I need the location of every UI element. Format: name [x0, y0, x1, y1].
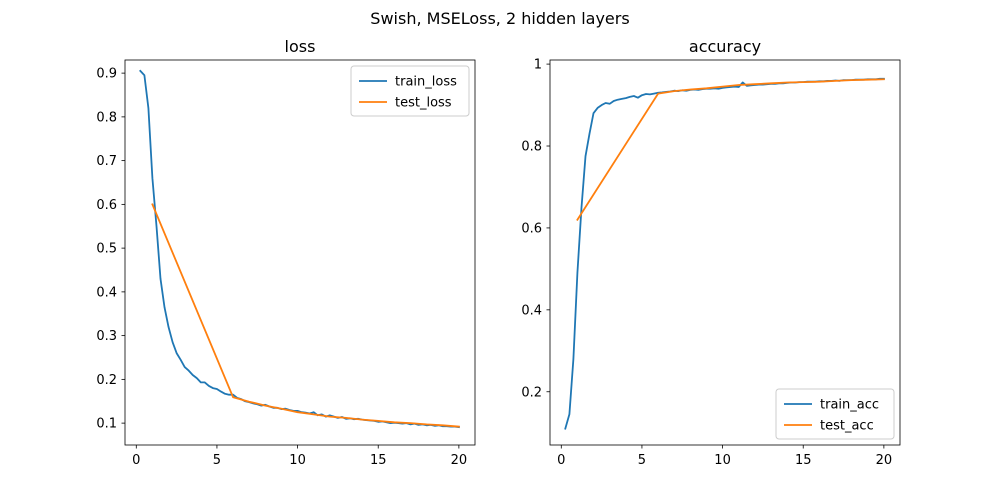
x-tick-label: 0: [557, 453, 565, 468]
figure-title: Swish, MSELoss, 2 hidden layers: [370, 9, 629, 28]
y-tick-label: 0.6: [521, 221, 542, 236]
y-tick-label: 0.8: [96, 110, 117, 125]
x-tick-label: 0: [132, 453, 140, 468]
legend-box: [350, 65, 470, 117]
y-tick-label: 0.1: [96, 417, 117, 432]
x-tick-label: 20: [451, 453, 468, 468]
legend: train_loss test_loss: [350, 65, 470, 117]
y-tick-label: 0.8: [521, 140, 542, 155]
y-tick-label: 0.2: [96, 373, 117, 388]
plot-title: loss: [285, 37, 316, 56]
plot-accuracy: accuracy 0 5 10 15 20 0.2 0.4 0.6 0.8 1 train_accte…: [521, 37, 901, 468]
x-tick-label: 15: [795, 453, 812, 468]
y-tick-label: 0.4: [96, 285, 117, 300]
series-line-train_acc: [564, 77, 885, 430]
legend-label: test_acc: [820, 419, 874, 434]
legend-label: train_acc: [820, 398, 879, 413]
y-tick-label: 0.7: [96, 154, 117, 169]
y-tick-label: 0.3: [96, 329, 117, 344]
y-tick-label: 0.9: [96, 67, 117, 82]
legend-box: [775, 388, 895, 440]
x-tick-label: 20: [876, 453, 893, 468]
series-line-train_loss: [139, 69, 460, 429]
y-tick-label: 0.6: [96, 198, 117, 213]
plot-loss: loss 0 5 10 15 20 0.1 0.2 0.3 0.4 0.5 0.6 0.7 0.8 0.9 t…: [96, 37, 476, 468]
legend-label: train_loss: [395, 75, 457, 90]
y-tick-label: 0.5: [96, 242, 117, 257]
legend: train_acc test_acc: [775, 388, 895, 440]
x-tick-label: 15: [370, 453, 387, 468]
plot-title: accuracy: [689, 37, 761, 56]
x-tick-label: 5: [638, 453, 646, 468]
series-line-test_acc: [576, 78, 885, 221]
y-tick-label: 0.4: [521, 303, 542, 318]
series-line-test_loss: [151, 203, 460, 428]
y-tick-label: 1: [534, 58, 542, 73]
x-tick-label: 10: [289, 453, 306, 468]
legend-label: test_loss: [395, 96, 452, 111]
x-tick-label: 5: [213, 453, 221, 468]
axes-frame: [549, 59, 901, 446]
axes-frame: [124, 59, 476, 446]
y-tick-label: 0.2: [521, 385, 542, 400]
x-tick-label: 10: [714, 453, 731, 468]
